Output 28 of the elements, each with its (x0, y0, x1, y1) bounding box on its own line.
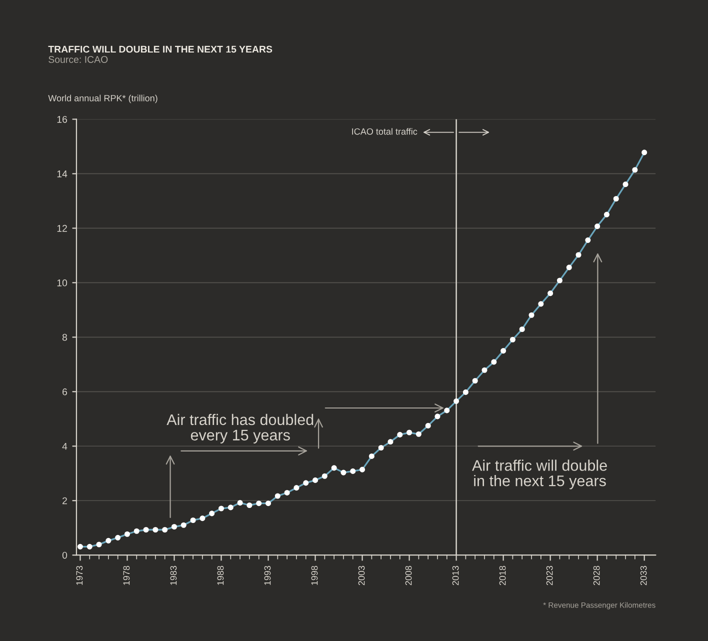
chart-title: TRAFFIC WILL DOUBLE IN THE NEXT 15 YEARS (48, 46, 272, 53)
y-tick-label: 8 (62, 334, 68, 341)
y-tick-label: 10 (57, 279, 68, 286)
x-tick-label: 1993 (264, 566, 271, 585)
x-tick-label: 2028 (593, 566, 600, 586)
annotation: Air traffic has doubled every 15 years (166, 414, 314, 444)
x-tick-label: 2008 (405, 566, 412, 586)
chart-subtitle: Source: ICAO (48, 56, 108, 63)
x-tick-label: 1978 (123, 566, 130, 585)
x-tick-label: 1998 (311, 566, 318, 585)
x-tick-label: 2033 (640, 566, 647, 586)
ref-line-label: ICAO total traffic (352, 128, 418, 135)
y-tick-label: 4 (62, 442, 68, 450)
x-tick-label: 1983 (170, 566, 177, 585)
annotation: Air traffic will double in the next 15 years (472, 460, 607, 490)
y-tick-label: 6 (62, 388, 68, 396)
x-tick-label: 1973 (76, 566, 83, 585)
y-tick-label: 16 (57, 116, 68, 123)
y-tick-label: 2 (62, 497, 67, 504)
x-tick-label: 1988 (217, 566, 224, 585)
x-tick-label: 2018 (499, 566, 506, 586)
x-tick-label: 2003 (358, 566, 365, 586)
y-tick-label: 0 (62, 552, 68, 559)
x-tick-label: 2013 (452, 566, 459, 586)
y-tick-label: 14 (57, 170, 68, 178)
y-tick-label: 12 (57, 224, 67, 232)
x-tick-label: 2023 (546, 566, 553, 586)
y-axis-title: World annual RPK* (trillion) (48, 94, 158, 104)
